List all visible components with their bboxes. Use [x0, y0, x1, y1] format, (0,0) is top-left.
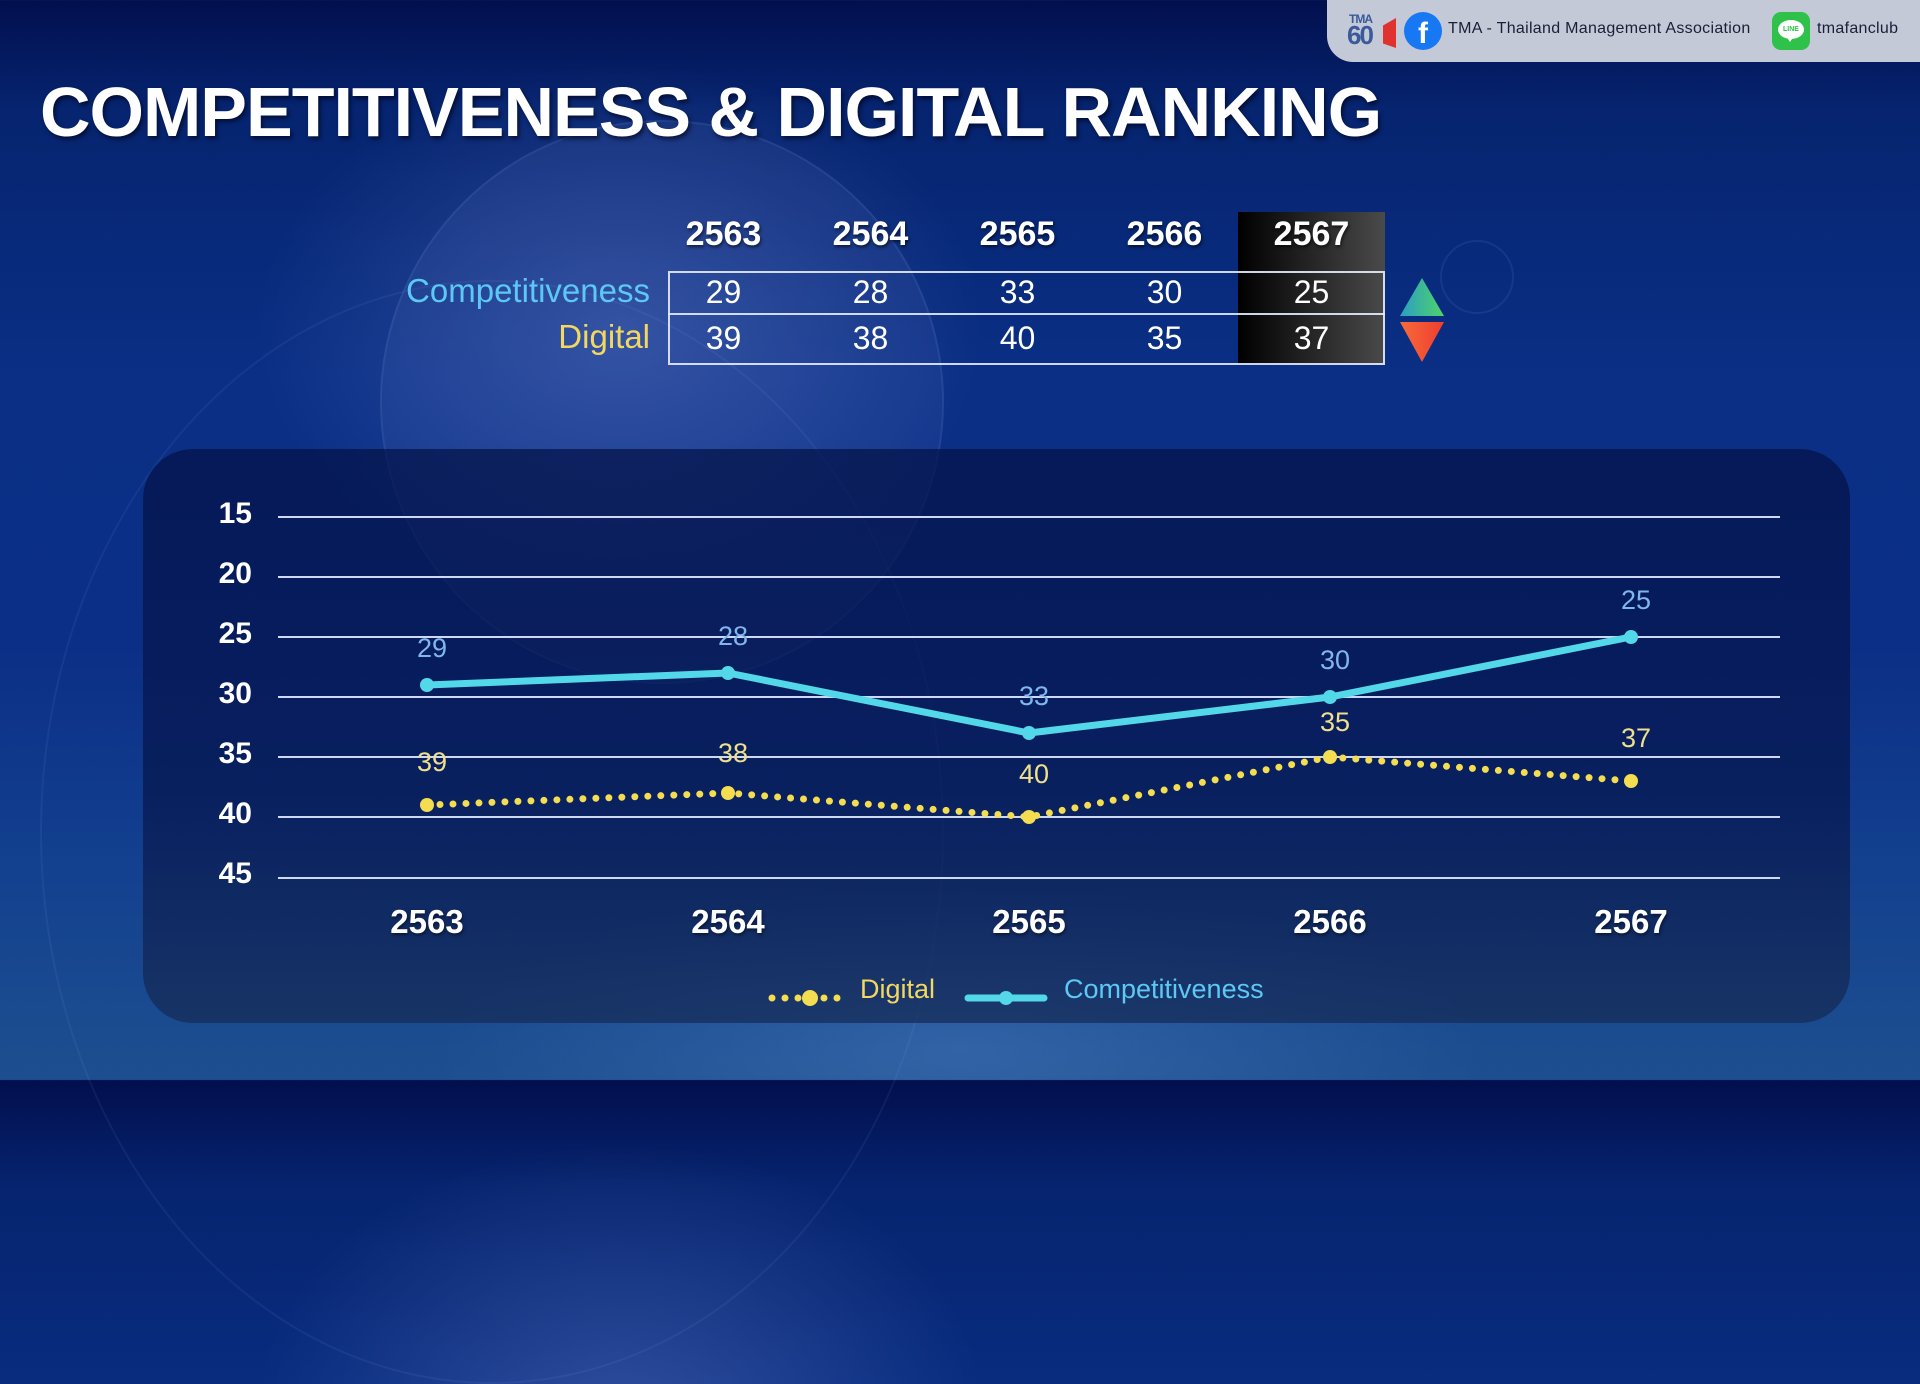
table-cell: 28 — [852, 274, 889, 310]
table-cell: 25 — [1293, 274, 1330, 310]
y-tick-label: 35 — [218, 737, 252, 770]
y-tick-label: 40 — [218, 797, 252, 830]
table-cell: 29 — [705, 274, 742, 310]
table-cell: 35 — [1146, 320, 1183, 356]
gridline — [278, 576, 1780, 578]
series-digital-line — [420, 750, 1638, 824]
circuit-ring-decoration — [1440, 240, 1514, 314]
logo-60-text: 60 — [1347, 20, 1374, 50]
table-border — [668, 271, 1385, 365]
table-cell: 33 — [999, 274, 1036, 310]
table-cell: 38 — [852, 320, 889, 356]
series-competitiveness-line — [420, 630, 1638, 740]
data-point-label: 28 — [717, 621, 749, 651]
page-title: COMPETITIVENESS & DIGITAL RANKING — [40, 73, 1382, 151]
line-chart-plot — [420, 630, 1638, 1006]
gridline — [278, 636, 1780, 638]
y-tick-label: 30 — [218, 677, 252, 710]
gridline — [278, 696, 1780, 698]
y-tick-label: 45 — [218, 857, 252, 890]
row-label-competitiveness: Competitiveness — [406, 272, 650, 309]
logo-flag-icon — [1383, 18, 1396, 48]
gridline — [278, 516, 1780, 518]
legend-label-competitiveness: Competitiveness — [1064, 974, 1264, 1004]
table-header-year-highlight: 2567 — [1273, 215, 1350, 253]
table-row-divider — [668, 313, 1385, 315]
data-point-label: 35 — [1319, 707, 1351, 737]
table-cell: 40 — [999, 320, 1036, 356]
highlight-year-column — [1238, 212, 1385, 365]
data-point-label: 33 — [1018, 681, 1050, 711]
gridline — [278, 877, 1780, 879]
x-tick-label: 2566 — [1293, 903, 1367, 940]
tma60-logo: TMA 60 — [1347, 12, 1399, 50]
x-tick-label: 2567 — [1594, 903, 1668, 940]
table-header-year: 2564 — [832, 215, 909, 253]
data-point-label: 37 — [1620, 723, 1652, 753]
y-tick-label: 15 — [218, 497, 252, 530]
line-account-label[interactable]: tmafanclub — [1817, 20, 1899, 37]
y-tick-label: 25 — [218, 617, 252, 650]
facebook-icon[interactable]: f — [1404, 12, 1442, 50]
gridline — [278, 756, 1780, 758]
table-header-year: 2565 — [979, 215, 1056, 253]
line-badge-text: LINE — [1778, 20, 1804, 39]
x-tick-label: 2564 — [691, 903, 765, 940]
table-cell: 37 — [1293, 320, 1330, 356]
table-header-year: 2566 — [1126, 215, 1203, 253]
y-tick-label: 20 — [218, 557, 252, 590]
chart-panel — [143, 449, 1850, 1023]
data-point-label: 25 — [1620, 585, 1652, 615]
data-point-label: 30 — [1319, 645, 1351, 675]
data-point-label: 38 — [717, 738, 749, 768]
row-label-digital: Digital — [558, 318, 650, 355]
social-header-bar: TMA 60 f TMA - Thailand Management Assoc… — [1327, 0, 1920, 62]
x-tick-label: 2563 — [390, 903, 464, 940]
data-point-label: 29 — [416, 633, 448, 663]
table-cell: 30 — [1146, 274, 1183, 310]
data-point-label: 39 — [416, 747, 448, 777]
x-tick-label: 2565 — [992, 903, 1066, 940]
legend-symbols — [768, 990, 1048, 1006]
table-header-year: 2563 — [685, 215, 762, 253]
data-point-label: 40 — [1018, 759, 1050, 789]
line-bubble-tail-icon — [1786, 36, 1794, 42]
table-cell: 39 — [705, 320, 742, 356]
line-app-icon[interactable]: LINE — [1772, 12, 1810, 50]
facebook-page-label[interactable]: TMA - Thailand Management Association — [1448, 20, 1751, 37]
legend-label-digital: Digital — [860, 974, 936, 1004]
logo-tma-text: TMA — [1349, 12, 1373, 26]
